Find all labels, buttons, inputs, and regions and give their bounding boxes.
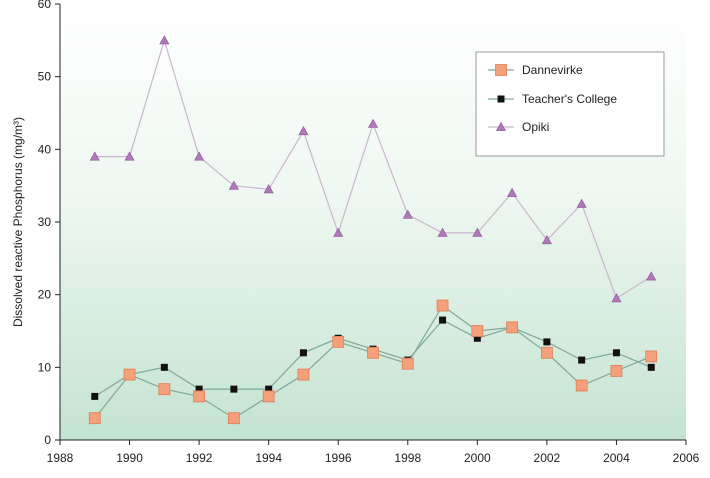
series-dannevirke	[88, 299, 658, 425]
data-point-dannevirke	[610, 365, 623, 377]
data-point-dannevirke	[123, 368, 136, 381]
data-point-dannevirke	[436, 299, 449, 312]
data-point-opiki	[298, 126, 309, 136]
data-point-dannevirke	[367, 346, 379, 359]
legend-marker-dannevirke	[495, 64, 507, 76]
data-point-teacher-s-college	[265, 385, 273, 393]
data-point-opiki	[437, 227, 448, 237]
axis-layer: 0 10 20 30 40 50 60 1988 1990 1992 1994 1996 1998 200…	[38, 0, 700, 465]
y-tick-label: 10	[38, 360, 52, 374]
data-point-opiki	[541, 235, 552, 245]
data-point-teacher-s-college	[439, 316, 447, 324]
legend-label-opiki: Opiki	[522, 120, 549, 134]
data-point-opiki	[402, 209, 413, 219]
data-point-opiki	[611, 293, 622, 303]
legend-items: Dannevirke Teacher's College Opiki	[488, 63, 617, 134]
data-point-dannevirke	[88, 412, 101, 425]
data-point-dannevirke	[227, 412, 240, 425]
data-point-teacher-s-college	[543, 338, 551, 346]
series-layer	[88, 35, 658, 425]
y-tick-label: 50	[38, 70, 52, 84]
x-tick-label: 2004	[603, 451, 630, 465]
data-point-opiki	[228, 180, 239, 190]
y-tick-label: 40	[38, 142, 52, 156]
data-point-dannevirke	[332, 335, 345, 348]
legend-label-dannevirke: Dannevirke	[522, 63, 583, 77]
data-point-opiki	[576, 198, 587, 208]
data-point-opiki	[159, 35, 170, 45]
legend: Dannevirke Teacher's College Opiki	[475, 51, 665, 157]
data-point-opiki	[507, 187, 518, 197]
legend-box	[475, 51, 665, 157]
y-tick-label: 30	[38, 215, 52, 229]
data-point-opiki	[124, 151, 135, 161]
data-point-dannevirke	[540, 346, 553, 359]
data-point-teacher-s-college	[473, 334, 481, 342]
x-tick-label: 1996	[325, 451, 352, 465]
y-tick-label: 60	[38, 0, 52, 11]
data-point-teacher-s-college	[578, 356, 586, 364]
x-tick-label: 1992	[186, 451, 213, 465]
data-point-teacher-s-college	[299, 349, 307, 357]
data-point-dannevirke	[158, 383, 171, 396]
data-point-dannevirke	[297, 368, 310, 381]
x-tick-label: 2006	[673, 451, 700, 465]
data-point-teacher-s-college	[91, 392, 99, 400]
y-tick-label: 0	[44, 433, 51, 447]
data-point-teacher-s-college	[230, 385, 238, 393]
series-opiki	[89, 35, 657, 303]
data-point-teacher-s-college	[160, 363, 168, 371]
data-point-teacher-s-college	[647, 363, 655, 371]
x-tick-label: 2002	[534, 451, 561, 465]
data-point-opiki	[194, 151, 205, 161]
x-tick-label: 1994	[255, 451, 282, 465]
data-point-opiki	[367, 118, 379, 128]
legend-marker-teacher-s-college	[497, 95, 505, 103]
data-point-dannevirke	[645, 350, 658, 363]
data-point-dannevirke	[575, 379, 588, 392]
x-tick-label: 2000	[464, 451, 491, 465]
legend-marker-opiki	[495, 121, 507, 131]
data-point-opiki	[263, 184, 274, 194]
x-tick-label: 1990	[116, 451, 143, 465]
data-point-dannevirke	[193, 390, 206, 403]
data-point-opiki	[472, 227, 483, 237]
data-point-opiki	[89, 151, 100, 161]
data-point-opiki	[333, 227, 344, 237]
data-point-teacher-s-college	[612, 349, 620, 357]
data-point-dannevirke	[262, 390, 275, 403]
y-axis-title: Dissolved reactive Phosphorus (mg/m³)	[11, 117, 25, 327]
y-tick-label: 20	[38, 288, 52, 302]
data-point-dannevirke	[401, 357, 414, 370]
data-point-dannevirke	[506, 321, 519, 334]
x-tick-label: 1988	[47, 451, 74, 465]
data-point-dannevirke	[471, 325, 484, 337]
legend-label-teacher-s-college: Teacher's College	[522, 92, 617, 106]
x-tick-label: 1998	[394, 451, 421, 465]
data-point-opiki	[646, 271, 657, 281]
data-point-teacher-s-college	[195, 385, 203, 393]
